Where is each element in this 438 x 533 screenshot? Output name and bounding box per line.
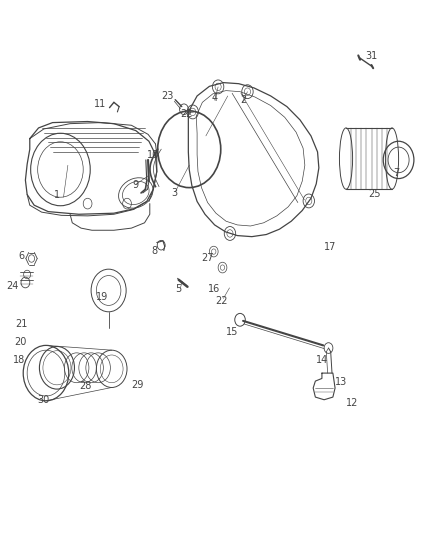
Text: 23: 23 xyxy=(161,91,173,101)
Text: 29: 29 xyxy=(131,380,144,390)
Text: 28: 28 xyxy=(80,382,92,391)
Text: 3: 3 xyxy=(171,188,177,198)
Text: 12: 12 xyxy=(346,398,359,408)
Text: 22: 22 xyxy=(215,296,227,305)
Text: 24: 24 xyxy=(6,281,18,291)
Text: 19: 19 xyxy=(96,293,109,302)
Text: 31: 31 xyxy=(365,51,378,61)
Text: 7: 7 xyxy=(393,168,399,178)
Text: 6: 6 xyxy=(19,251,25,261)
Text: 10: 10 xyxy=(147,150,159,159)
Text: 14: 14 xyxy=(316,355,328,365)
Text: 2: 2 xyxy=(240,95,246,105)
Text: 18: 18 xyxy=(13,355,25,365)
Text: 17: 17 xyxy=(324,242,336,252)
Text: 15: 15 xyxy=(226,327,238,336)
Text: 25: 25 xyxy=(368,189,381,199)
Text: 16: 16 xyxy=(208,284,220,294)
Text: 30: 30 xyxy=(38,395,50,405)
Text: 8: 8 xyxy=(151,246,157,255)
Text: 11: 11 xyxy=(94,99,106,109)
Text: 5: 5 xyxy=(176,284,182,294)
Text: 22: 22 xyxy=(180,109,192,118)
Text: 21: 21 xyxy=(15,319,28,329)
Text: 13: 13 xyxy=(335,377,347,386)
Text: 4: 4 xyxy=(212,93,218,103)
Text: 20: 20 xyxy=(14,337,26,347)
Text: 1: 1 xyxy=(54,190,60,199)
Text: 9: 9 xyxy=(133,181,139,190)
Text: 27: 27 xyxy=(201,253,213,263)
